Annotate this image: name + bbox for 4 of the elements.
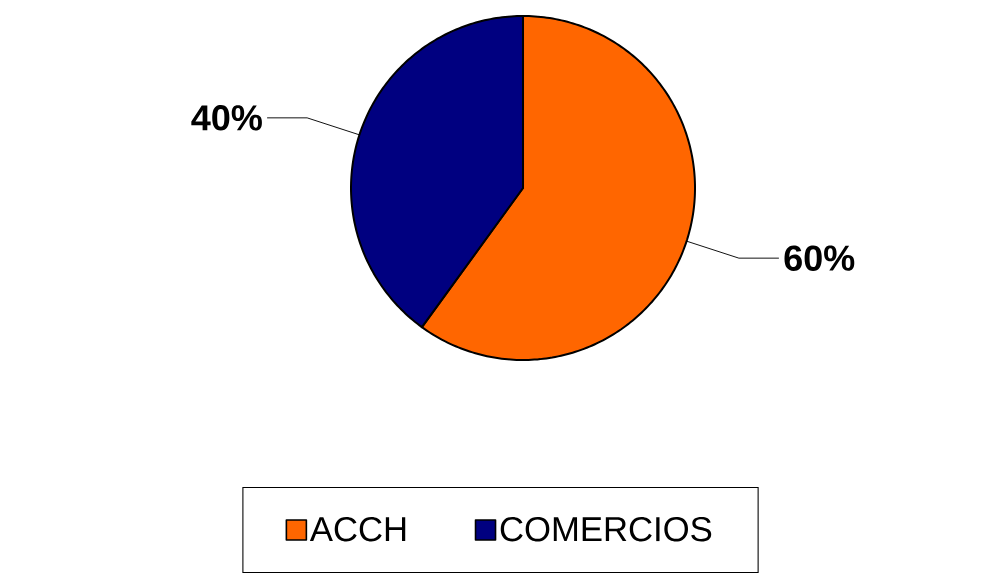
legend-label: COMERCIOS [500,516,712,542]
legend-label: ACCH [309,516,406,542]
data-label: 40% [191,105,262,131]
data-label: 60% [784,245,855,271]
